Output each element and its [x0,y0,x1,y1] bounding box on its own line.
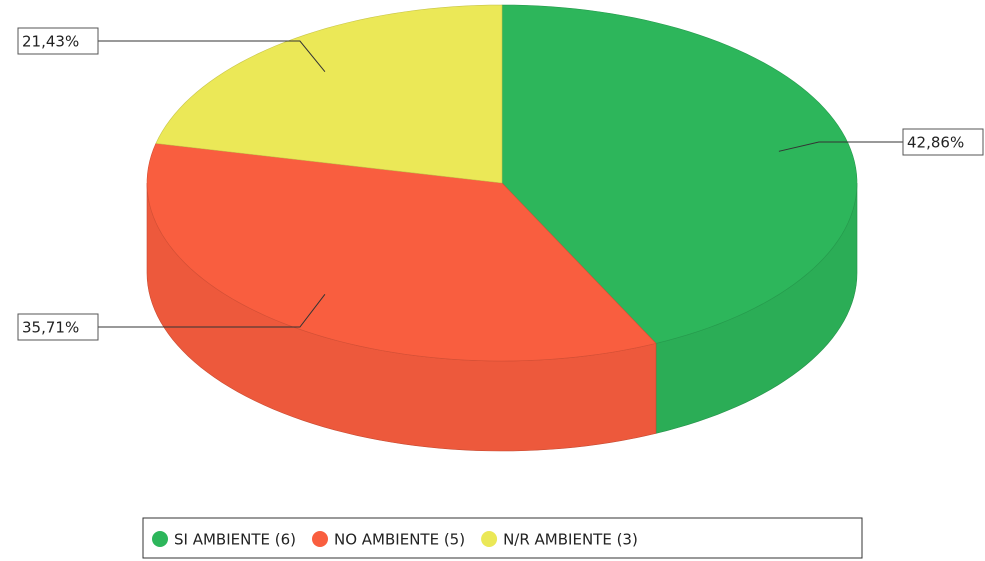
label-box [902,128,984,156]
pie-slice [501,4,858,344]
legend-swatch [481,531,498,547]
legend-swatch [152,531,168,547]
legend-label: NO AMBIENTE (5) [334,531,465,549]
label-box [17,27,99,55]
data-label: 42,86% [907,134,964,152]
pie-slice [155,4,503,184]
label-box [17,313,99,341]
leader-line [98,294,326,328]
legend [142,517,863,559]
leader-line [778,141,903,152]
legend-swatch [312,531,328,547]
legend-label: N/R AMBIENTE (3) [503,531,638,549]
leader-line [98,40,326,72]
data-label: 35,71% [22,319,79,337]
pie-slice [146,143,657,362]
legend-label: SI AMBIENTE (6) [174,531,296,549]
data-label: 21,43% [22,33,79,51]
